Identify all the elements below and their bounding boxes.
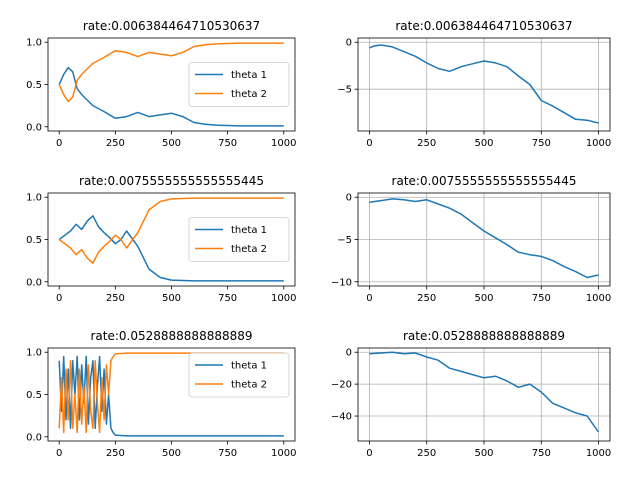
legend: theta 1 theta 2 <box>188 352 290 398</box>
y-tick-label: −40 <box>331 412 352 423</box>
series-line-1 <box>369 198 599 279</box>
y-tick-label: −20 <box>331 380 352 391</box>
x-tick-label: 1000 <box>271 293 296 304</box>
x-tick-label: 1000 <box>271 138 296 149</box>
y-tick-label: 0 <box>346 38 352 49</box>
series-line-theta-2 <box>58 197 284 264</box>
series-line-1 <box>369 44 599 124</box>
y-tick-label: 0.0 <box>26 432 42 443</box>
x-tick-label: 500 <box>162 138 181 149</box>
legend-label: theta 2 <box>231 244 267 255</box>
y-tick-label: 0.5 <box>26 235 42 246</box>
y-tick-label: −10 <box>331 277 352 288</box>
y-tick-label: −5 <box>337 235 352 246</box>
series-line-theta-2 <box>58 42 284 103</box>
x-tick-label: 1000 <box>271 448 296 459</box>
x-tick-label: 500 <box>474 448 493 459</box>
legend-label: theta 1 <box>231 70 267 81</box>
chart-title: rate:0.0075555555555555445 <box>79 174 264 188</box>
x-tick-label: 750 <box>532 138 551 149</box>
legend: theta 1 theta 2 <box>188 217 290 262</box>
chart-title: rate:0.0528888888888889 <box>90 329 252 343</box>
subplot-1: rate:0.006384464710530637 0 250 500 750 1000 0… <box>26 19 296 149</box>
series-line-theta-2 <box>58 352 284 434</box>
series-line-theta-1 <box>58 215 284 282</box>
chart-title: rate:0.006384464710530637 <box>395 19 572 33</box>
x-tick-label: 250 <box>106 293 125 304</box>
x-tick-label: 250 <box>106 138 125 149</box>
series-line-theta-1 <box>58 66 284 127</box>
subplot-4: rate:0.0075555555555555445 0 250 500 750 1000… <box>331 174 611 304</box>
chart-title: rate:0.0075555555555555445 <box>392 174 577 188</box>
x-tick-label: 750 <box>532 293 551 304</box>
legend-label: theta 1 <box>231 225 267 236</box>
x-tick-label: 750 <box>532 448 551 459</box>
subplot-6: rate:0.0528888888888889 0 250 500 750 1000 −40… <box>331 329 611 459</box>
subplot-2: rate:0.006384464710530637 0 250 500 750 1000 −… <box>337 19 611 149</box>
x-tick-label: 500 <box>162 448 181 459</box>
x-tick-label: 0 <box>56 448 62 459</box>
y-tick-label: 1.0 <box>26 193 42 204</box>
y-tick-label: 1.0 <box>26 348 42 359</box>
x-tick-label: 0 <box>56 138 62 149</box>
x-tick-label: 750 <box>218 293 237 304</box>
subplot-5: rate:0.0528888888888889 0 250 500 750 1000 0.0… <box>26 329 296 459</box>
legend-label: theta 2 <box>231 380 267 391</box>
y-tick-label: 0.0 <box>26 277 42 288</box>
y-tick-label: 1.0 <box>26 38 42 49</box>
x-tick-label: 1000 <box>586 293 611 304</box>
x-tick-label: 0 <box>56 293 62 304</box>
x-tick-label: 750 <box>218 138 237 149</box>
x-tick-label: 250 <box>417 293 436 304</box>
x-tick-label: 500 <box>474 293 493 304</box>
chart-title: rate:0.006384464710530637 <box>83 19 260 33</box>
y-tick-label: 0.5 <box>26 390 42 401</box>
x-tick-label: 250 <box>417 448 436 459</box>
x-tick-label: 250 <box>106 448 125 459</box>
series-line-1 <box>369 351 600 433</box>
x-tick-label: 1000 <box>586 448 611 459</box>
x-tick-label: 0 <box>366 138 372 149</box>
chart-title: rate:0.0528888888888889 <box>403 329 565 343</box>
legend-box <box>188 217 290 262</box>
subplot-3: rate:0.0075555555555555445 0 250 500 750 1000… <box>26 174 296 304</box>
legend-label: theta 2 <box>231 89 267 100</box>
x-tick-label: 0 <box>366 448 372 459</box>
legend-box <box>188 62 290 107</box>
legend-box <box>188 352 290 398</box>
x-tick-label: 1000 <box>586 138 611 149</box>
y-tick-label: 0.0 <box>26 122 42 133</box>
y-tick-label: 0.5 <box>26 80 42 91</box>
legend-label: theta 1 <box>231 361 267 372</box>
x-tick-label: 0 <box>366 293 372 304</box>
x-tick-label: 500 <box>162 293 181 304</box>
x-tick-label: 750 <box>218 448 237 459</box>
y-tick-label: 0 <box>346 348 352 359</box>
legend: theta 1 theta 2 <box>188 62 290 107</box>
y-tick-label: −5 <box>337 85 352 96</box>
x-tick-label: 500 <box>474 138 493 149</box>
x-tick-label: 250 <box>417 138 436 149</box>
y-tick-label: 0 <box>346 193 352 204</box>
series-line-theta-1 <box>58 355 284 437</box>
